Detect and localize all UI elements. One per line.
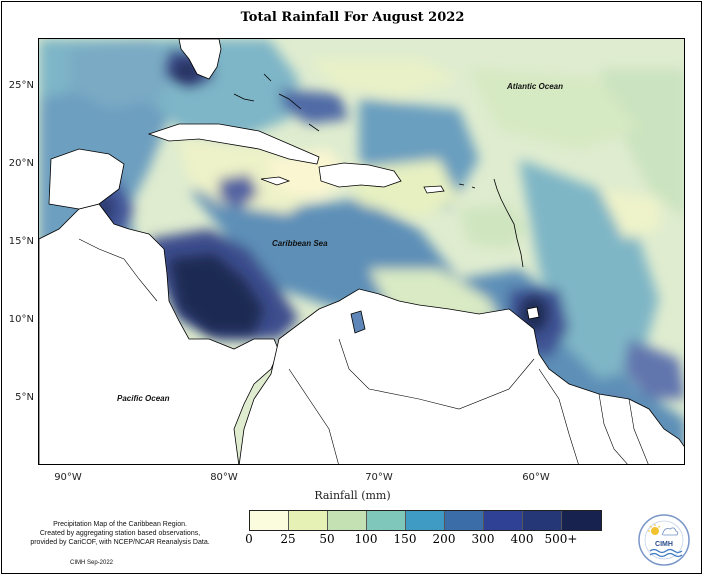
legend-label: 100 — [354, 532, 378, 546]
legend-swatch — [523, 511, 562, 530]
cuba — [147, 123, 320, 165]
x-axis-label: Rainfall (mm) — [314, 489, 391, 502]
south-america — [238, 288, 684, 464]
island-chains — [233, 73, 524, 268]
trinidad — [526, 306, 540, 320]
lat-tick: 10°N — [8, 314, 34, 325]
description-line: Created by aggregating station based obs… — [39, 530, 201, 537]
jamaica — [260, 176, 291, 186]
country-borders — [78, 238, 649, 464]
caribbean-sea-label: Caribbean Sea — [272, 239, 328, 248]
yucatan — [48, 148, 125, 210]
puerto-rico — [423, 185, 445, 194]
legend-swatch — [289, 511, 328, 530]
legend-label: 200 — [432, 532, 456, 546]
lat-tick: 15°N — [8, 236, 34, 247]
legend-label: 500+ — [544, 532, 578, 546]
lat-tick: 25°N — [8, 80, 34, 91]
rainfall-map: Atlantic Ocean Caribbean Sea Pacific Oce… — [38, 38, 685, 465]
legend-label: 25 — [280, 532, 296, 546]
rainfall-map-svg — [39, 39, 684, 464]
atlantic-ocean-label: Atlantic Ocean — [507, 82, 564, 91]
map-description: Precipitation Map of the Caribbean Regio… — [20, 520, 220, 547]
legend-swatch — [367, 511, 406, 530]
lon-tick: 80°W — [210, 472, 238, 483]
legend-swatch — [328, 511, 367, 530]
landmasses — [39, 39, 684, 464]
lon-tick: 60°W — [522, 472, 550, 483]
description-line: Precipitation Map of the Caribbean Regio… — [53, 521, 187, 528]
central-america — [39, 203, 280, 464]
pacific-ocean-label: Pacific Ocean — [117, 394, 170, 403]
legend-swatch — [445, 511, 484, 530]
legend-swatch — [562, 511, 601, 530]
legend-swatch — [484, 511, 523, 530]
description-line: provided by CariCOF, with NCEP/NCAR Rean… — [30, 539, 210, 546]
legend-label: 400 — [510, 532, 534, 546]
legend-label: 150 — [393, 532, 417, 546]
legend-label: 0 — [245, 532, 253, 546]
lon-tick: 90°W — [54, 472, 82, 483]
legend-label: 50 — [319, 532, 335, 546]
lat-tick: 5°N — [15, 392, 34, 403]
lat-tick: 20°N — [8, 158, 34, 169]
color-legend — [249, 510, 602, 531]
lon-tick: 70°W — [365, 472, 393, 483]
legend-label: 300 — [471, 532, 495, 546]
lake-maracaibo — [350, 310, 366, 334]
footer-date: CIMH Sep-2022 — [70, 560, 114, 566]
hispaniola — [318, 162, 402, 188]
map-title: Total Rainfall For August 2022 — [240, 10, 465, 25]
legend-swatch — [250, 511, 289, 530]
legend-swatch — [406, 511, 445, 530]
logo-text: CIMH — [655, 541, 673, 548]
florida — [178, 39, 222, 80]
cimh-logo-icon: CIMH — [638, 514, 690, 566]
